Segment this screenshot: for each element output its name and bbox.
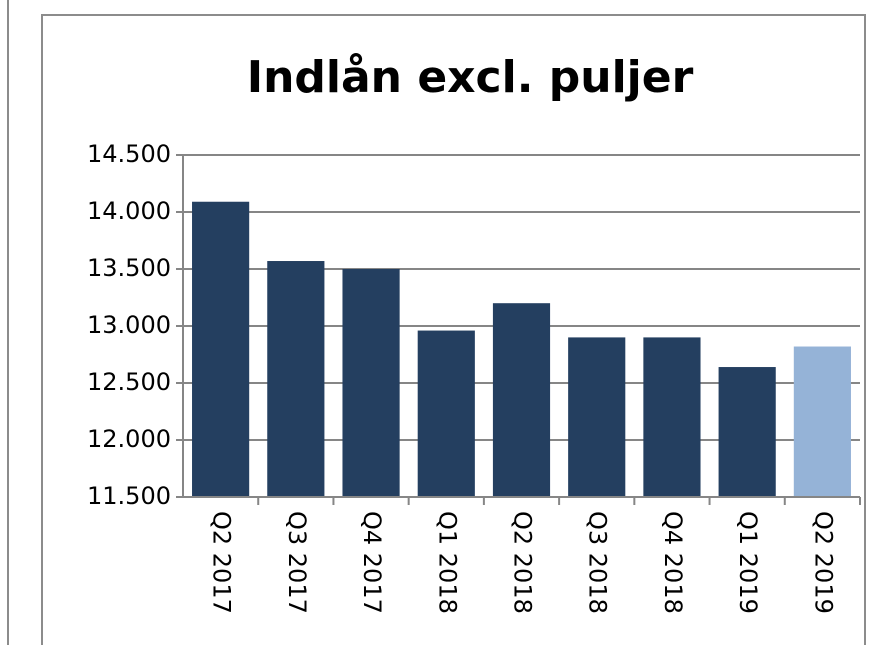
bar — [793, 346, 851, 497]
x-tick-label: Q1 2018 — [433, 511, 461, 614]
bar — [718, 367, 776, 497]
y-tick-label: 14.500 — [87, 140, 171, 168]
x-tick-label: Q4 2017 — [358, 511, 386, 614]
x-tick-label: Q3 2017 — [283, 511, 311, 614]
x-tick-label: Q4 2018 — [659, 511, 687, 614]
x-tick-label: Q2 2017 — [208, 511, 236, 614]
y-tick-label: 12.500 — [87, 368, 171, 396]
bar — [643, 337, 701, 497]
bar — [342, 269, 400, 497]
x-tick-label: Q2 2018 — [509, 511, 537, 614]
chart-title: Indlån excl. puljer — [247, 52, 694, 103]
y-tick-label: 14.000 — [87, 197, 171, 225]
y-tick-label: 12.000 — [87, 425, 171, 453]
bar — [492, 303, 551, 497]
bar — [192, 201, 250, 498]
bar — [417, 330, 475, 497]
bar — [267, 261, 325, 497]
bar — [568, 337, 626, 497]
chart-frame — [41, 14, 866, 645]
x-tick-label: Q3 2018 — [584, 511, 612, 614]
x-tick-label: Q1 2019 — [734, 511, 762, 614]
x-tick-label: Q2 2019 — [809, 511, 837, 614]
y-tick-label: 13.000 — [87, 311, 171, 339]
y-tick-label: 11.500 — [87, 482, 171, 510]
y-tick-label: 13.500 — [87, 254, 171, 282]
